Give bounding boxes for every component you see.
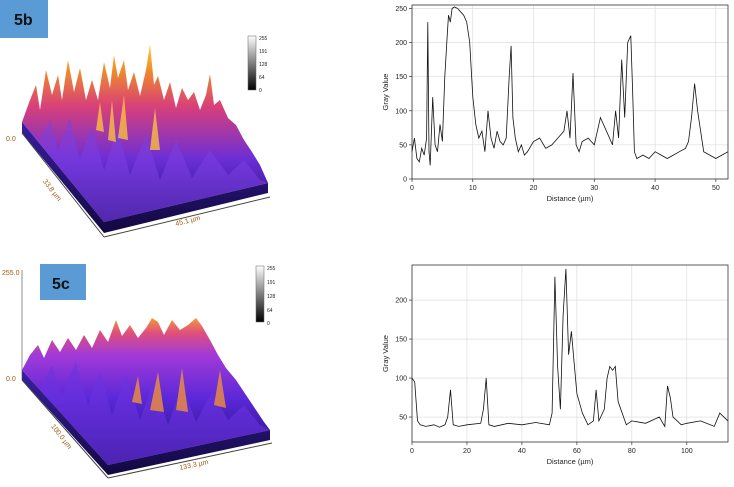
surface-5c-front-ridges <box>22 362 270 465</box>
surface-5c-axis-x-label: 133.3 µm <box>179 459 209 472</box>
x-tick-label: 10 <box>469 185 477 192</box>
y-tick-label: 150 <box>395 74 407 81</box>
panel-5b-surface: 5b 0.0 33.8 µm 45.1 µm 255 191 128 64 0 <box>0 0 271 238</box>
panel-5b-label: 5b <box>14 12 33 29</box>
series-line <box>411 6 729 166</box>
colorbar-5b <box>247 35 257 91</box>
x-tick-label: 20 <box>530 185 538 192</box>
colorbar-5b-tick: 191 <box>259 49 268 55</box>
colorbar-5c-tick: 128 <box>267 294 276 300</box>
panel-5c-surface: 5c 255.0 0.0 100.0 µm 133.3 µm 255 191 1… <box>2 264 276 479</box>
surface-5b-axis-x <box>103 196 271 238</box>
x-tick-label: 40 <box>651 185 659 192</box>
colorbar-5c-tick: 255 <box>267 266 276 272</box>
colorbar-5c-tick: 0 <box>267 321 270 327</box>
chart-5b-profile: 0 10 20 30 40 50 0 50 100 150 200 250 Distance (µm) G… <box>381 4 729 203</box>
y-tick-label: 100 <box>395 108 407 115</box>
y-tick-label: 150 <box>395 337 407 344</box>
surface-5b-axis-y <box>21 132 105 238</box>
x-axis-label: Distance (µm) <box>547 457 594 466</box>
x-tick-label: 80 <box>628 448 636 455</box>
surface-5b-hot-spots <box>96 95 160 150</box>
surface-5c-hot-spots <box>132 368 226 412</box>
surface-5b-axis-x-label: 45.1 µm <box>175 215 202 228</box>
series-line <box>411 268 729 428</box>
surface-5c-base <box>22 370 270 475</box>
colorbar-5c <box>255 265 265 323</box>
colorbar-5b-ticks: 255 191 128 64 0 <box>259 36 268 94</box>
y-tick-label: 200 <box>395 40 407 47</box>
colorbar-5c-tick: 191 <box>267 280 276 286</box>
panel-5c-label: 5c <box>52 276 70 293</box>
x-tick-label: 0 <box>410 185 414 192</box>
y-tick-label: 200 <box>395 298 407 305</box>
surface-5c-z-label: 0.0 <box>6 376 16 383</box>
surface-5c-z-top-label: 255.0 <box>2 270 20 277</box>
colorbar-5b-tick: 64 <box>259 75 265 81</box>
panel-5c-label-box <box>40 264 86 300</box>
surface-5c-axis-y <box>21 379 109 479</box>
y-axis-label: Gray Value <box>381 335 390 372</box>
x-tick-label: 30 <box>590 185 598 192</box>
x-tick-label: 40 <box>518 448 526 455</box>
x-tick-label: 50 <box>712 185 720 192</box>
x-tick-label: 100 <box>681 448 693 455</box>
y-tick-label: 250 <box>395 6 407 13</box>
y-axis-label: Gray Value <box>381 74 390 111</box>
colorbar-5b-tick: 255 <box>259 36 268 42</box>
y-tick-label: 0 <box>403 177 407 184</box>
x-tick-label: 0 <box>410 448 414 455</box>
surface-5b-z-label: 0.0 <box>6 136 16 143</box>
surface-5b-front-ridges <box>22 118 268 222</box>
x-tick-label: 20 <box>463 448 471 455</box>
plot-frame <box>411 4 729 180</box>
surface-5b-base <box>22 122 268 233</box>
surface-5b-axis-y-label: 33.8 µm <box>41 178 62 202</box>
y-tick-label: 50 <box>399 415 407 422</box>
x-axis-label: Distance (µm) <box>547 194 594 203</box>
y-tick-label: 100 <box>395 376 407 383</box>
plot-frame <box>411 264 729 443</box>
chart-5c-profile: 0 20 40 60 80 100 50 100 150 200 Distance (µm) Gray… <box>381 264 729 466</box>
surface-5c-axis-x <box>107 442 273 479</box>
colorbar-5c-ticks: 255 191 128 64 0 <box>267 266 276 327</box>
colorbar-5b-tick: 0 <box>259 88 262 94</box>
x-tick-label: 60 <box>573 448 581 455</box>
colorbar-5c-tick: 64 <box>267 308 273 314</box>
y-tick-label: 50 <box>399 142 407 149</box>
panel-5b-label-box <box>0 0 48 38</box>
colorbar-5b-tick: 128 <box>259 62 268 68</box>
